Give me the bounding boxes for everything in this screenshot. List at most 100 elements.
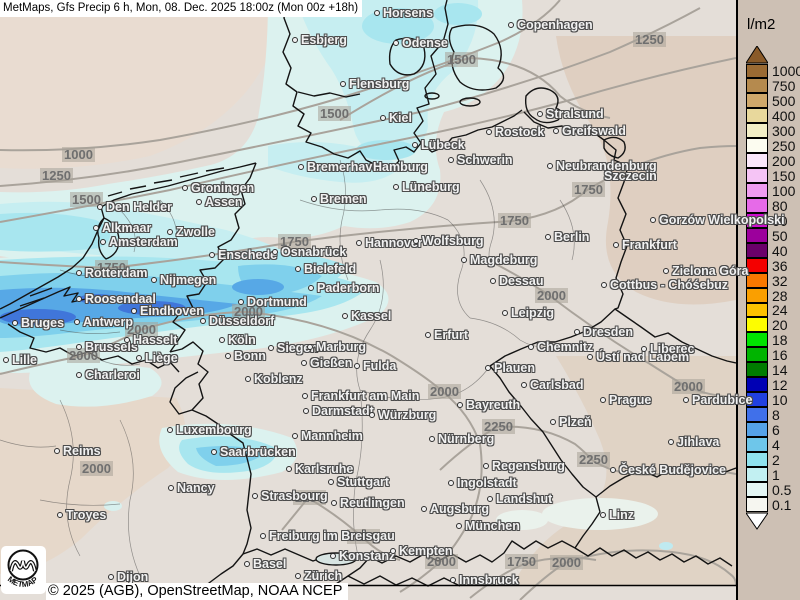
legend-entry: 150 xyxy=(746,168,800,185)
legend-value: 6 xyxy=(772,421,780,438)
legend-swatch xyxy=(746,422,768,437)
legend-swatch xyxy=(746,93,768,109)
legend-entry: 80 xyxy=(746,197,800,214)
legend-swatch xyxy=(746,197,768,213)
legend-value: 0.1 xyxy=(772,496,792,513)
legend-value: 50 xyxy=(772,227,788,244)
legend-entry: 1 xyxy=(746,466,800,483)
legend-entry: 24 xyxy=(746,302,800,319)
legend-entry: 250 xyxy=(746,138,800,155)
legend-swatch xyxy=(746,332,768,348)
legend-value: 36 xyxy=(772,257,788,274)
legend-entry: 20 xyxy=(746,317,800,333)
legend-value: 500 xyxy=(772,93,796,110)
legend-value: 750 xyxy=(772,78,796,95)
legend-swatch xyxy=(746,123,768,139)
copyright-bar: © 2025 (AGB), OpenStreetMap, NOAA NCEP xyxy=(46,583,349,600)
legend-entry: 0.1 xyxy=(746,496,800,513)
legend-swatch xyxy=(746,481,768,497)
legend-value: 24 xyxy=(772,302,788,319)
legend-swatch xyxy=(746,153,768,169)
legend-entry: 14 xyxy=(746,362,800,379)
legend-swatch xyxy=(746,392,768,408)
legend-swatch xyxy=(746,183,768,198)
legend-entry: 40 xyxy=(746,242,800,258)
legend-swatch xyxy=(746,227,768,243)
legend-entry: 28 xyxy=(746,287,800,304)
legend-swatch xyxy=(746,451,768,467)
legend-swatch xyxy=(746,317,768,333)
legend-entry: 2 xyxy=(746,451,800,468)
legend-entry: 6 xyxy=(746,421,800,438)
legend-value: 10 xyxy=(772,392,788,409)
legend-entry: 60 xyxy=(746,212,800,229)
legend-swatch xyxy=(746,347,768,363)
legend-swatch xyxy=(746,436,768,452)
legend-value: 18 xyxy=(772,332,788,349)
legend-swatch xyxy=(746,242,768,258)
legend-entry: 16 xyxy=(746,347,800,364)
legend-entry: 12 xyxy=(746,377,800,394)
legend-entry: 4 xyxy=(746,436,800,453)
legend-swatch xyxy=(746,287,768,303)
map-graphics xyxy=(0,0,736,600)
legend-swatch xyxy=(746,272,768,288)
legend-value: 200 xyxy=(772,153,796,170)
legend-value: 12 xyxy=(772,377,788,394)
legend-value: 4 xyxy=(772,436,780,453)
legend-value: 60 xyxy=(772,212,788,229)
metmaps-logo-icon: METMAPS xyxy=(0,539,40,589)
metmaps-logo[interactable]: METMAPS xyxy=(0,539,46,594)
legend-value: 28 xyxy=(772,287,788,304)
legend-swatch xyxy=(746,407,768,422)
legend-swatch xyxy=(746,108,768,124)
terrain-tint-layer xyxy=(0,36,736,586)
legend-entry: 400 xyxy=(746,108,800,125)
legend-entry: 50 xyxy=(746,227,800,244)
legend-value: 16 xyxy=(772,347,788,364)
legend-value: 150 xyxy=(772,168,796,185)
precip-legend: l/m2 1000 750 500 400 300 250 200 150 100 80 60 50 4… xyxy=(736,0,800,600)
legend-scale: 1000 750 500 400 300 250 200 150 100 80 60 50 40 36 32… xyxy=(746,63,800,513)
legend-value: 100 xyxy=(772,182,796,199)
legend-swatch xyxy=(746,78,768,94)
legend-value: 1 xyxy=(772,466,780,483)
legend-arrow-down-icon xyxy=(746,512,768,530)
legend-entry: 18 xyxy=(746,332,800,349)
legend-entry: 200 xyxy=(746,153,800,170)
legend-swatch xyxy=(746,63,768,79)
legend-value: 1000 xyxy=(772,63,800,80)
legend-value: 80 xyxy=(772,197,788,214)
legend-entry: 750 xyxy=(746,78,800,95)
legend-value: 300 xyxy=(772,123,796,140)
legend-entry: 0.5 xyxy=(746,481,800,497)
legend-swatch xyxy=(746,466,768,482)
legend-value: 2 xyxy=(772,451,780,468)
legend-value: 32 xyxy=(772,272,788,289)
legend-entry: 10 xyxy=(746,392,800,409)
legend-entry: 100 xyxy=(746,182,800,199)
legend-entry: 300 xyxy=(746,123,800,140)
legend-swatch xyxy=(746,212,768,228)
legend-arrow-up-icon xyxy=(746,46,768,64)
legend-swatch xyxy=(746,302,768,318)
legend-entry: 8 xyxy=(746,407,800,424)
legend-value: 8 xyxy=(772,407,780,424)
legend-swatch xyxy=(746,138,768,154)
legend-swatch xyxy=(746,168,768,183)
legend-unit-label: l/m2 xyxy=(747,16,776,33)
map-title: MetMaps, Gfs Precip 6 h, Mon, 08. Dec. 2… xyxy=(0,0,363,17)
legend-swatch xyxy=(746,496,768,512)
legend-swatch xyxy=(746,257,768,273)
legend-value: 250 xyxy=(772,138,796,155)
legend-entry: 36 xyxy=(746,257,800,274)
legend-entry: 1000 xyxy=(746,63,800,80)
legend-entry: 32 xyxy=(746,272,800,289)
legend-value: 400 xyxy=(772,108,796,125)
legend-entry: 500 xyxy=(746,93,800,110)
legend-value: 14 xyxy=(772,362,788,379)
legend-swatch xyxy=(746,362,768,378)
legend-swatch xyxy=(746,377,768,393)
